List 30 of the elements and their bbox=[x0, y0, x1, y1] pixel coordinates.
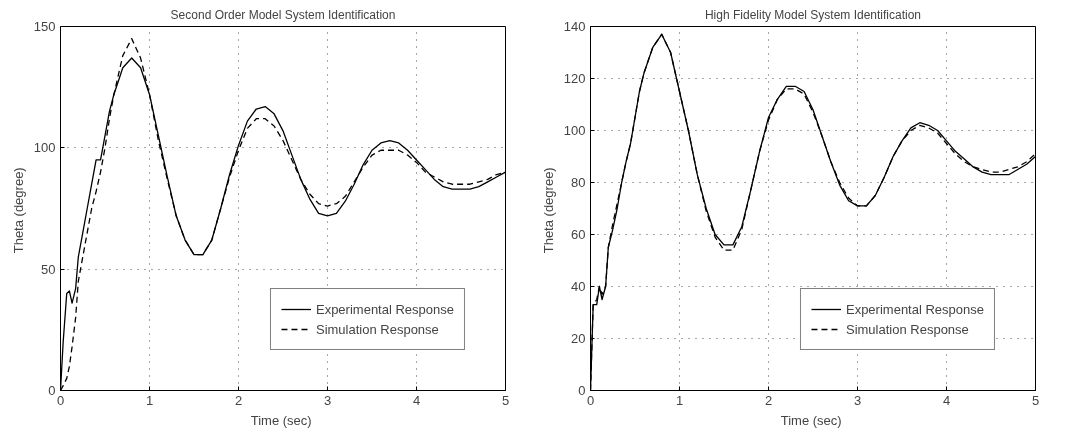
y-tick-label: 60 bbox=[571, 227, 586, 242]
x-tick-label: 3 bbox=[853, 392, 862, 408]
x-axis-title: Time (sec) bbox=[780, 412, 842, 428]
x-tick-label: 1 bbox=[145, 392, 154, 408]
y-tick-label: 140 bbox=[563, 19, 586, 34]
y-tick-label: 100 bbox=[563, 123, 586, 138]
y-tick-label: 150 bbox=[33, 19, 56, 34]
x-tick-label: 5 bbox=[501, 392, 510, 408]
y-tick-label: 120 bbox=[563, 71, 586, 86]
x-tick-label: 2 bbox=[764, 392, 773, 408]
x-axis-title: Time (sec) bbox=[250, 412, 312, 428]
chart-title: High Fidelity Model System Identification bbox=[704, 7, 922, 22]
y-tick-label: 40 bbox=[571, 279, 586, 294]
x-tick-label: 5 bbox=[1031, 392, 1040, 408]
legend-label: Simulation Response bbox=[315, 321, 439, 337]
legend-label: Simulation Response bbox=[845, 321, 969, 337]
y-tick-label: 100 bbox=[33, 140, 56, 156]
y-axis-title: Theta (degree) bbox=[540, 167, 556, 254]
chart-title: Second Order Model System Identification bbox=[170, 7, 396, 22]
y-tick-label: 50 bbox=[41, 261, 56, 277]
x-tick-label: 2 bbox=[234, 392, 243, 408]
y-axis-title: Theta (degree) bbox=[10, 167, 26, 254]
x-tick-label: 1 bbox=[675, 392, 684, 408]
y-tick-label: 20 bbox=[571, 331, 586, 346]
x-tick-label: 4 bbox=[942, 392, 951, 408]
legend-label: Experimental Response bbox=[845, 301, 984, 317]
y-tick-label: 80 bbox=[571, 175, 586, 190]
x-tick-label: 4 bbox=[412, 392, 421, 408]
legend-label: Experimental Response bbox=[315, 301, 454, 317]
x-tick-label: 3 bbox=[323, 392, 332, 408]
